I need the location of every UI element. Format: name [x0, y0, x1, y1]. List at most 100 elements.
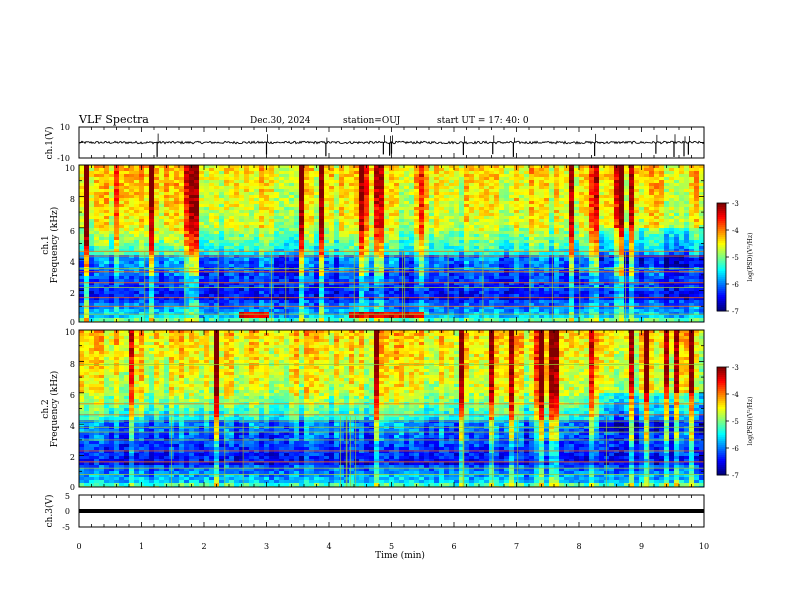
- spectrogram-cell: [299, 177, 304, 180]
- spectrogram-cell: [414, 186, 419, 189]
- spectrogram-cell: [104, 258, 109, 261]
- spectrogram-cell: [419, 228, 424, 231]
- spectrogram-cell: [179, 213, 184, 216]
- spectrogram-cell: [489, 216, 494, 219]
- spectrogram-cell: [569, 213, 574, 216]
- spectrogram-cell: [544, 192, 549, 195]
- spectrogram-cell: [434, 192, 439, 195]
- spectrogram-cell: [689, 252, 694, 255]
- spectrogram-cell: [84, 213, 89, 216]
- spectrogram-cell: [419, 240, 424, 243]
- spectrogram-cell: [159, 210, 164, 213]
- spectrogram-cell: [614, 195, 619, 198]
- spectrogram-cell: [649, 237, 654, 240]
- spectrogram-cell: [644, 252, 649, 255]
- spectrogram-cell: [469, 213, 474, 216]
- spectrogram-cell: [419, 192, 424, 195]
- spectrogram-cell: [94, 213, 99, 216]
- spectrogram-cell: [689, 222, 694, 225]
- spectrogram-cell: [354, 174, 359, 177]
- spectrogram-cell: [624, 210, 629, 213]
- spectrogram-cell: [404, 207, 409, 210]
- spectrogram-cell: [519, 174, 524, 177]
- spectrogram-cell: [394, 168, 399, 171]
- spectrogram-cell: [659, 201, 664, 204]
- spectrogram-cell: [84, 207, 89, 210]
- spectrogram-cell: [499, 171, 504, 174]
- spectrogram-cell: [559, 279, 564, 282]
- spectrogram-cell: [669, 216, 674, 219]
- spectrogram-cell: [354, 228, 359, 231]
- spectrogram-cell: [219, 207, 224, 210]
- spectrogram-cell: [324, 183, 329, 186]
- spectrogram-cell: [184, 186, 189, 189]
- spectrogram-cell: [109, 168, 114, 171]
- spectrogram-cell: [589, 276, 594, 279]
- spectrogram-cell: [169, 228, 174, 231]
- spectrogram-cell: [564, 276, 569, 279]
- spectrogram-cell: [164, 246, 169, 249]
- spectrogram-cell: [669, 261, 674, 264]
- spectrogram-cell: [569, 252, 574, 255]
- spectrogram-cell: [109, 276, 114, 279]
- spectrogram-cell: [274, 207, 279, 210]
- spectrogram-cell: [639, 195, 644, 198]
- spectrogram-cell: [584, 213, 589, 216]
- spectrogram-cell: [299, 168, 304, 171]
- spectrogram-cell: [134, 240, 139, 243]
- spectrogram-cell: [129, 231, 134, 234]
- spectrogram-cell: [179, 240, 184, 243]
- spectrogram-cell: [639, 183, 644, 186]
- spectrogram-cell: [339, 174, 344, 177]
- spectrogram-cell: [559, 186, 564, 189]
- spectrogram-cell: [254, 198, 259, 201]
- spectrogram-cell: [549, 186, 554, 189]
- spectrogram-cell: [249, 276, 254, 279]
- spectrogram-cell: [634, 192, 639, 195]
- spectrogram-cell: [529, 204, 534, 207]
- spectrogram-cell: [394, 183, 399, 186]
- spectrogram-cell: [164, 168, 169, 171]
- spectrogram-cell: [229, 165, 234, 168]
- spectrogram-cell: [584, 183, 589, 186]
- spectrogram-cell: [424, 276, 429, 279]
- spectrogram-cell: [599, 228, 604, 231]
- spectrogram-cell: [179, 219, 184, 222]
- spectrogram-cell: [259, 222, 264, 225]
- spectrogram-cell: [249, 228, 254, 231]
- spectrogram-cell: [509, 240, 514, 243]
- spectrogram-cell: [479, 186, 484, 189]
- spectrogram-cell: [244, 225, 249, 228]
- spectrogram-cell: [349, 207, 354, 210]
- spectrogram-cell: [359, 168, 364, 171]
- spectrogram-cell: [229, 183, 234, 186]
- spectrogram-cell: [79, 243, 84, 246]
- spectrogram-cell: [319, 210, 324, 213]
- spectrogram-cell: [109, 213, 114, 216]
- spectrogram-cell: [279, 168, 284, 171]
- spectrogram-cell: [664, 261, 669, 264]
- spectrogram-cell: [129, 279, 134, 282]
- spectrogram-cell: [309, 174, 314, 177]
- spectrogram-cell: [659, 237, 664, 240]
- spectrogram-cell: [84, 180, 89, 183]
- spectrogram-cell: [224, 183, 229, 186]
- spectrogram-cell: [539, 204, 544, 207]
- ch1-ytick-bottom: -10: [57, 154, 70, 163]
- spectrogram-cell: [669, 174, 674, 177]
- spectrogram-cell: [209, 189, 214, 192]
- spectrogram-cell: [394, 177, 399, 180]
- spectrogram-cell: [484, 192, 489, 195]
- spectrogram-cell: [339, 237, 344, 240]
- spectrogram-cell: [339, 168, 344, 171]
- spectrogram-cell: [459, 243, 464, 246]
- spectrogram-cell: [699, 225, 704, 228]
- spectrogram-cell: [504, 192, 509, 195]
- spectrogram-cell: [564, 207, 569, 210]
- spectrogram-cell: [699, 183, 704, 186]
- spectrogram-cell: [689, 234, 694, 237]
- spectrogram-cell: [339, 240, 344, 243]
- spectrogram-cell: [234, 213, 239, 216]
- spectrogram-cell: [544, 186, 549, 189]
- spectrogram-cell: [184, 252, 189, 255]
